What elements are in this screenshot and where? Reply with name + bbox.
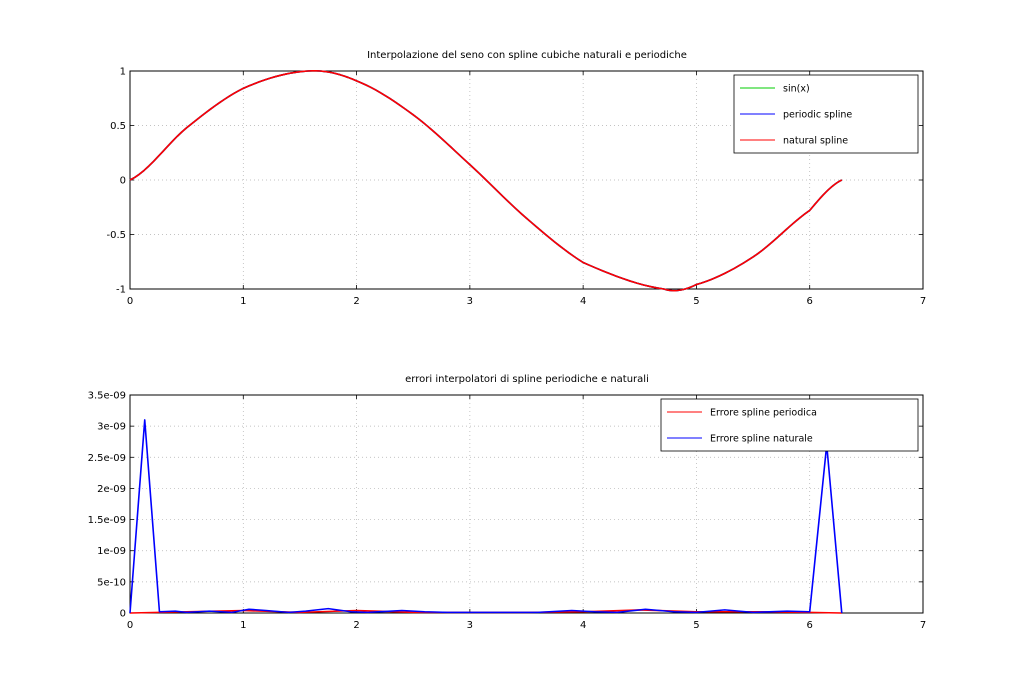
y-tick-label: 5e-10 (97, 577, 126, 588)
x-tick-label: 4 (580, 620, 586, 631)
x-tick-label: 6 (807, 296, 813, 307)
x-tick-label: 6 (807, 620, 813, 631)
y-tick-label: 0 (120, 609, 126, 620)
x-tick-label: 7 (920, 296, 926, 307)
y-tick-label: 1 (120, 67, 126, 78)
x-tick-label: 3 (467, 620, 473, 631)
x-tick-label: 7 (920, 620, 926, 631)
x-tick-label: 2 (353, 296, 359, 307)
x-tick-label: 2 (353, 620, 359, 631)
x-tick-label: 1 (240, 296, 246, 307)
chart-1-title: Interpolazione del seno con spline cubic… (367, 50, 687, 61)
x-tick-label: 3 (467, 296, 473, 307)
legend-label-sin: sin(x) (783, 84, 810, 95)
chart-2-ticks: 0 1 2 3 4 5 6 7 3.5e-09 3e-09 2.5e-09 2e-09 1.5e-09 1… (88, 391, 927, 632)
chart-2-grid (130, 395, 923, 613)
x-tick-label: 5 (693, 620, 699, 631)
legend-label-natural: natural spline (783, 136, 848, 147)
series-line-natural-spline (129, 70, 843, 292)
chart-2-legend: Errore spline periodica Errore spline na… (660, 398, 919, 452)
y-tick-label: 2.5e-09 (88, 453, 126, 464)
x-tick-label: 1 (240, 620, 246, 631)
legend-label-periodic: periodic spline (783, 110, 852, 121)
legend-label-errore-periodica: Errore spline periodica (710, 408, 817, 419)
chart-2-legend-box (660, 398, 919, 452)
chart-2: errori interpolatori di spline periodich… (88, 374, 927, 631)
y-tick-label: 3.5e-09 (88, 391, 126, 402)
legend-label-errore-naturale: Errore spline naturale (710, 434, 813, 445)
x-tick-label: 0 (127, 296, 133, 307)
x-tick-label: 0 (127, 620, 133, 631)
chart-1-series (129, 70, 843, 292)
y-tick-label: 2e-09 (97, 484, 126, 495)
chart-1: Interpolazione del seno con spline cubic… (106, 50, 926, 307)
y-tick-label: 1e-09 (97, 546, 126, 557)
x-tick-label: 4 (580, 296, 586, 307)
chart-2-series (129, 419, 843, 614)
y-tick-label: 0.5 (110, 121, 126, 132)
x-tick-label: 5 (693, 296, 699, 307)
y-tick-label: 0 (120, 176, 126, 187)
y-tick-label: 1.5e-09 (88, 515, 126, 526)
chart-1-ticks: 0 1 2 3 4 5 6 7 1 0.5 0 -0.5 -1 (106, 67, 926, 308)
y-tick-label: -1 (116, 285, 126, 296)
chart-1-legend: sin(x) periodic spline natural spline (733, 74, 919, 154)
y-tick-label: -0.5 (106, 230, 126, 241)
series-line-errore-spline-naturale (129, 419, 843, 614)
y-tick-label: 3e-09 (97, 422, 126, 433)
chart-1-grid (130, 71, 923, 289)
chart-2-title: errori interpolatori di spline periodich… (405, 374, 649, 385)
